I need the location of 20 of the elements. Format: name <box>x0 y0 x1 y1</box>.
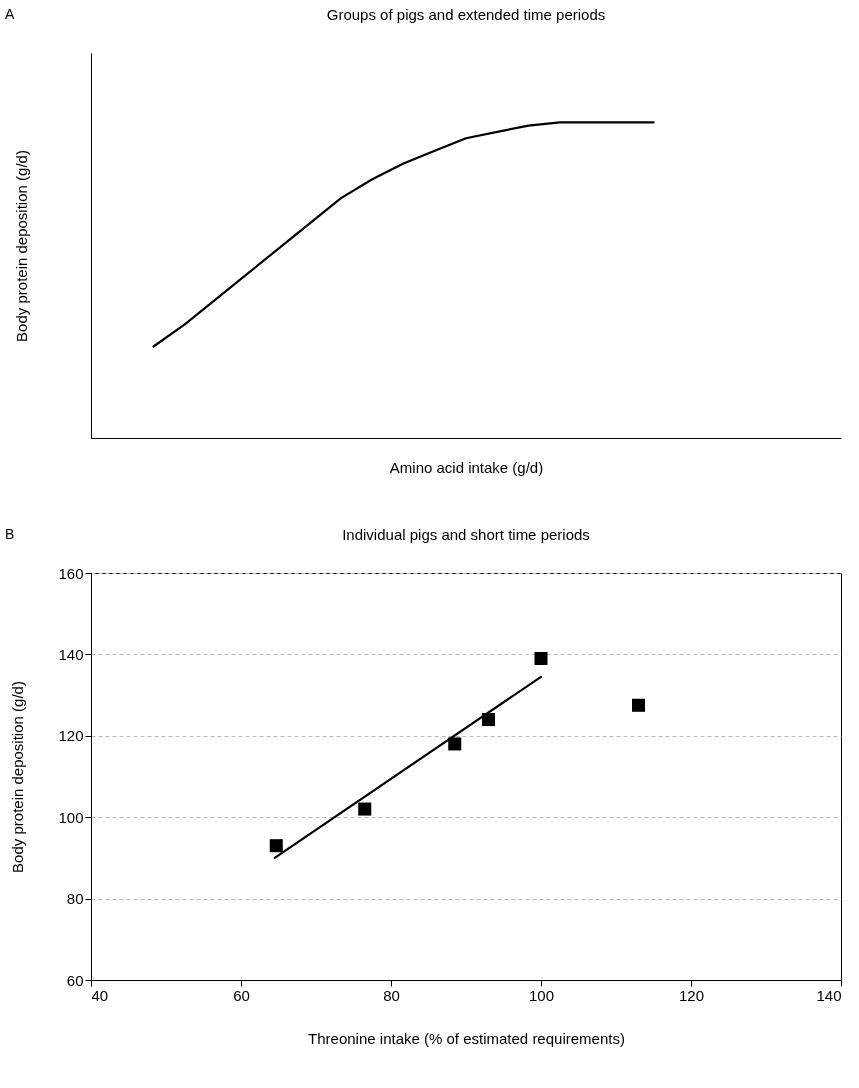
y-tick-label: 120 <box>58 727 84 745</box>
x-tick-label: 100 <box>528 986 555 1004</box>
y-tick-label: 140 <box>58 645 84 663</box>
x-tick-label: 140 <box>816 986 842 1004</box>
y-tick-label: 160 <box>58 564 84 582</box>
x-axis-title: Threonine intake (% of estimated requirements) <box>308 1029 625 1047</box>
x-axis-title: Amino acid intake (g/d) <box>389 458 544 476</box>
x-tick-label: 80 <box>383 986 400 1004</box>
x-tick-label: 120 <box>678 986 705 1004</box>
y-tick-label: 60 <box>66 971 84 989</box>
y-tick-label: 100 <box>58 808 84 826</box>
text: A <box>5 6 15 22</box>
y-axis-title: Body protein deposition (g/d) <box>12 150 30 342</box>
y-axis-title: Body protein deposition (g/d) <box>9 681 27 873</box>
x-tick-label: 40 <box>91 986 109 1004</box>
x-tick-label: 60 <box>233 986 250 1004</box>
text: B <box>5 526 15 542</box>
chart-title: Groups of pigs and extended time periods <box>326 6 606 23</box>
y-tick-label: 80 <box>66 890 84 908</box>
chart-title: Individual pigs and short time periods <box>342 526 590 543</box>
